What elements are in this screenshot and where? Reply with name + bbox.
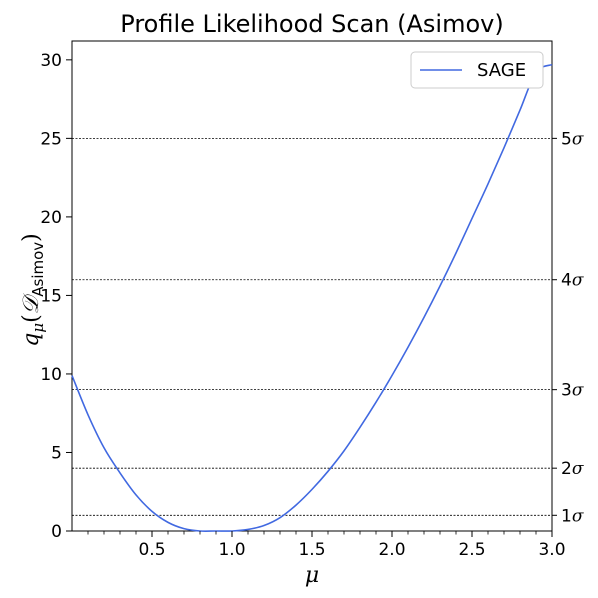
x-tick-label: 2.0 <box>378 540 405 560</box>
x-axis-ticks: 0.5 1.0 1.5 2.0 2.5 3.0 <box>87 531 566 560</box>
y-tick-label: 5 <box>51 443 62 463</box>
significance-label-5sigma: 5σ <box>561 129 584 149</box>
plot-area <box>71 40 553 532</box>
legend-label-sage: SAGE <box>477 60 526 81</box>
y-tick-label: 20 <box>40 208 62 228</box>
x-tick-label: 1.0 <box>218 540 245 560</box>
y-axis-ticks: 0 5 10 15 20 25 30 <box>40 51 72 542</box>
x-axis-label: μ <box>305 563 319 588</box>
y-axis-label-calD: 𝒟 <box>19 292 44 314</box>
x-tick-label: 1.5 <box>298 540 325 560</box>
significance-label-2sigma: 2σ <box>561 459 584 479</box>
x-tick-label: 3.0 <box>538 540 565 560</box>
significance-labels: 1σ 2σ 3σ 4σ 5σ <box>552 129 584 526</box>
plot-frame <box>71 40 553 532</box>
x-tick-label: 0.5 <box>138 540 165 560</box>
y-tick-label: 10 <box>40 365 62 385</box>
chart-title: Profile Likelihood Scan (Asimov) <box>120 10 503 38</box>
significance-lines <box>72 137 552 516</box>
significance-label-3sigma: 3σ <box>561 381 584 401</box>
legend-box <box>410 51 544 89</box>
series-layer <box>71 63 553 532</box>
y-tick-label: 0 <box>51 522 62 542</box>
y-axis-label-sub-asimov: Asimov <box>29 242 47 297</box>
significance-label-1sigma: 1σ <box>561 506 584 526</box>
x-tick-label: 2.5 <box>458 540 485 560</box>
series-line-sage <box>71 63 553 532</box>
y-axis-label-close: ) <box>19 233 44 242</box>
y-axis-label-sub-mu: μ <box>29 323 47 333</box>
significance-label-4sigma: 4σ <box>561 271 584 291</box>
legend: SAGE <box>410 51 544 89</box>
y-axis-label: qμ(𝒟Asimov) <box>19 233 47 347</box>
y-tick-label: 30 <box>40 51 62 71</box>
y-tick-label: 25 <box>40 129 62 149</box>
y-tick-label: 15 <box>40 286 62 306</box>
svg-text:qμ(𝒟Asimov): qμ(𝒟Asimov) <box>19 233 47 347</box>
y-axis-label-open: ( <box>19 314 44 323</box>
y-axis-label-q: q <box>19 333 44 347</box>
